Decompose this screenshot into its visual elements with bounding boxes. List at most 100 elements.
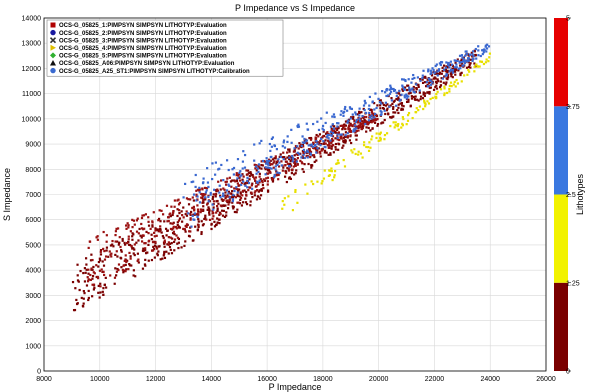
data-point	[135, 230, 139, 233]
data-point	[242, 201, 245, 204]
data-point	[365, 126, 368, 129]
data-point	[232, 166, 236, 170]
data-point	[329, 130, 332, 133]
data-point	[145, 252, 148, 255]
data-point	[330, 138, 334, 141]
data-point	[156, 228, 159, 232]
colorbar-tick-label: 2.5	[566, 192, 576, 199]
data-point	[312, 142, 315, 146]
data-point	[98, 296, 101, 299]
data-point	[214, 189, 218, 192]
data-point	[176, 223, 179, 227]
data-point	[92, 288, 95, 291]
data-point	[395, 97, 398, 101]
data-point	[196, 204, 199, 207]
data-point	[338, 143, 341, 146]
data-point	[399, 98, 402, 101]
data-point	[324, 139, 327, 142]
data-point	[236, 201, 239, 204]
data-point	[170, 241, 173, 245]
data-point	[139, 234, 142, 237]
data-point	[211, 203, 214, 206]
data-point	[251, 173, 254, 177]
data-point	[444, 74, 447, 77]
data-point	[256, 167, 259, 170]
data-point	[192, 193, 196, 196]
data-point	[311, 145, 315, 148]
data-point	[443, 68, 446, 71]
data-point	[357, 153, 360, 156]
data-point	[214, 193, 217, 196]
data-point	[241, 189, 244, 192]
data-point	[123, 259, 126, 263]
data-point	[131, 235, 134, 238]
data-point	[344, 120, 348, 123]
data-point	[405, 97, 408, 100]
data-point	[158, 230, 162, 233]
data-point	[464, 50, 467, 53]
data-point	[394, 111, 397, 114]
data-point	[208, 209, 211, 212]
data-point	[155, 247, 159, 250]
data-point	[124, 224, 128, 227]
data-point	[166, 229, 169, 232]
data-point	[114, 240, 117, 243]
data-point	[124, 263, 127, 267]
data-point	[407, 98, 410, 101]
data-point	[321, 180, 324, 183]
data-point	[354, 121, 358, 124]
data-point	[157, 217, 161, 221]
data-point	[466, 57, 470, 60]
data-point	[379, 110, 382, 113]
data-point	[316, 147, 319, 150]
data-point	[140, 236, 143, 239]
data-point	[286, 151, 289, 154]
data-point	[397, 98, 400, 101]
data-point	[119, 245, 122, 249]
data-point	[367, 146, 370, 149]
colorbar-tick-label: 0	[566, 369, 570, 376]
data-point	[236, 208, 239, 211]
data-point	[75, 302, 79, 306]
data-point	[78, 288, 81, 292]
data-point	[389, 124, 392, 128]
data-point	[395, 94, 398, 98]
data-point	[410, 97, 414, 100]
data-point	[248, 178, 251, 181]
data-point	[412, 90, 415, 93]
data-point	[368, 104, 371, 107]
data-point	[323, 141, 326, 144]
data-point	[83, 280, 87, 283]
data-point	[344, 131, 348, 134]
data-point	[255, 185, 258, 188]
data-point	[479, 60, 482, 63]
data-point	[162, 254, 165, 257]
data-point	[357, 129, 360, 132]
data-point	[91, 277, 94, 280]
data-point	[346, 121, 349, 124]
data-point	[407, 92, 410, 95]
data-point	[384, 104, 388, 107]
data-point	[142, 247, 145, 250]
data-point	[278, 161, 281, 164]
data-point	[302, 145, 305, 148]
data-point	[195, 199, 198, 202]
data-point	[190, 180, 193, 184]
data-point	[202, 199, 205, 202]
data-point	[299, 143, 302, 146]
data-point	[158, 228, 161, 231]
data-point	[473, 65, 476, 69]
data-point	[249, 186, 252, 189]
data-point	[201, 194, 204, 198]
data-point	[437, 68, 441, 71]
data-point	[430, 74, 434, 77]
data-point	[127, 238, 130, 241]
data-point	[121, 237, 124, 241]
data-point	[406, 114, 410, 117]
data-point	[330, 145, 333, 148]
data-point	[310, 180, 313, 183]
data-point	[194, 225, 197, 228]
data-point	[258, 189, 262, 192]
data-point	[414, 95, 417, 98]
data-point	[432, 88, 436, 91]
